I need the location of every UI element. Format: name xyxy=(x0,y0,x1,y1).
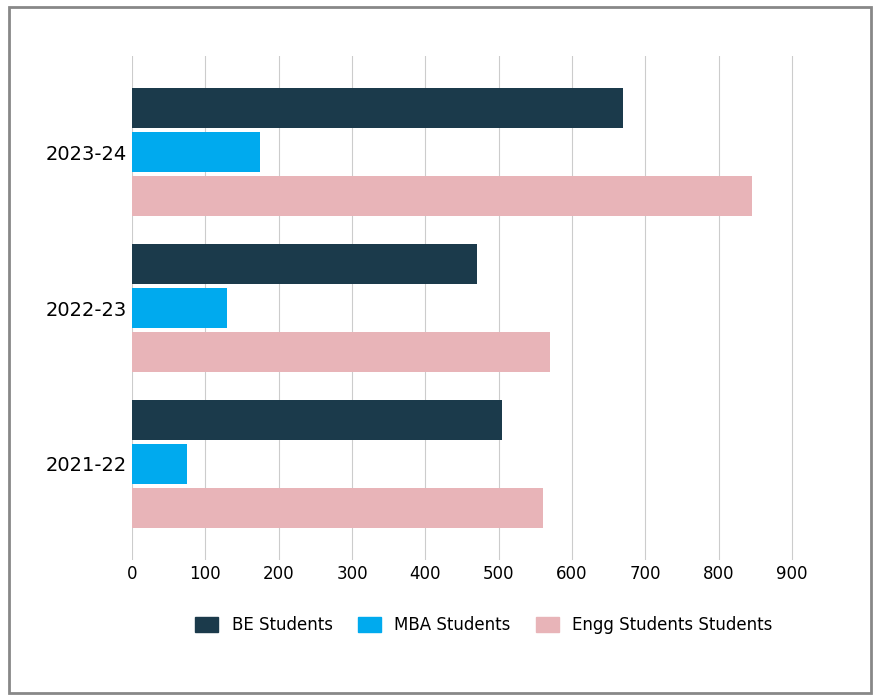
Bar xyxy=(132,487,543,528)
Bar xyxy=(132,444,187,484)
Bar xyxy=(132,400,502,440)
Legend: BE Students, MBA Students, Engg Students Students: BE Students, MBA Students, Engg Students… xyxy=(187,608,781,643)
Bar xyxy=(132,244,477,284)
Bar xyxy=(132,176,752,216)
Bar xyxy=(132,132,260,172)
Bar xyxy=(132,88,623,129)
Bar xyxy=(132,332,550,372)
Bar xyxy=(132,288,227,328)
